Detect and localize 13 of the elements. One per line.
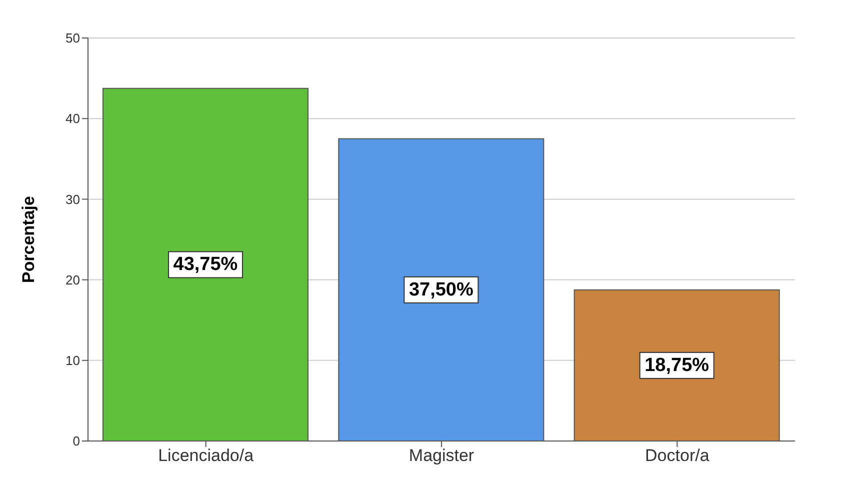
y-tick-label: 0 bbox=[72, 434, 80, 449]
y-tick-label: 50 bbox=[66, 30, 80, 46]
y-tick-label: 20 bbox=[66, 272, 80, 288]
y-tick-label: 10 bbox=[66, 353, 80, 368]
x-tick-label: Licenciado/a bbox=[158, 446, 254, 466]
data-label: 18,75% bbox=[644, 354, 710, 376]
y-tick-label: 30 bbox=[66, 192, 80, 207]
x-tick-label: Doctor/a bbox=[645, 446, 710, 466]
data-label: 37,50% bbox=[408, 279, 474, 300]
x-tick-label: Magister bbox=[408, 446, 474, 466]
y-axis-title: Porcentaje bbox=[19, 196, 38, 283]
data-label: 43,75% bbox=[173, 254, 238, 276]
y-tick-label: 40 bbox=[66, 111, 80, 126]
